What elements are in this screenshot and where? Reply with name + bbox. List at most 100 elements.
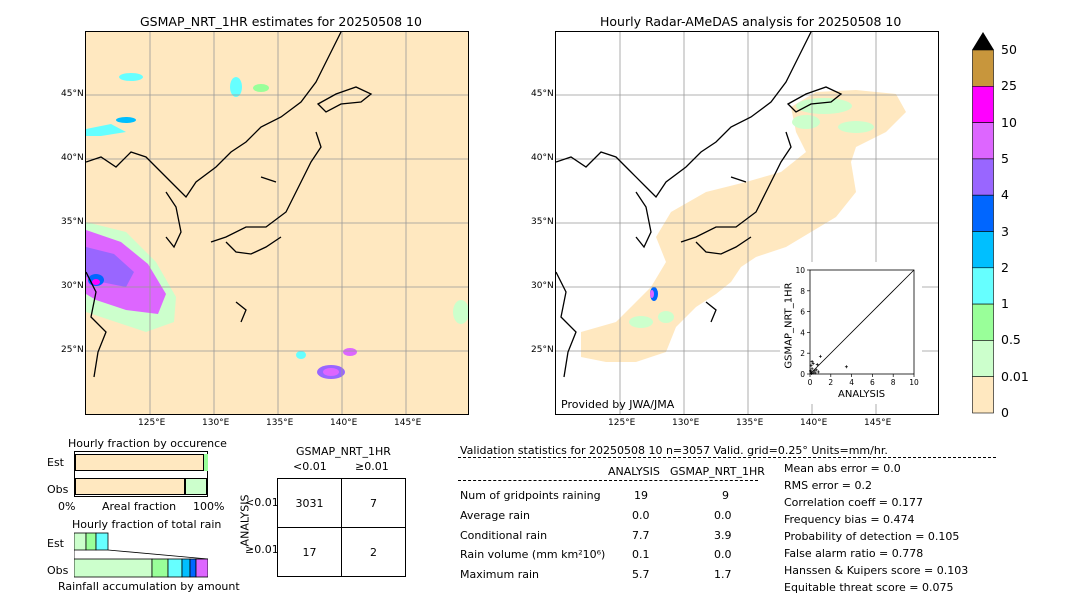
scatter-ytick-label: 0 (800, 370, 805, 379)
radar-green-4 (629, 316, 653, 328)
scatter-ytick-label: 6 (800, 308, 805, 317)
colorbar-segment (972, 340, 994, 377)
left-lon-label: 140°E (330, 418, 358, 428)
colorbar-label: 1 (1001, 296, 1009, 312)
validation-row-analysis: 5.7 (632, 568, 650, 581)
contingency-row1: <0.01 (245, 496, 279, 509)
radar-green-3 (792, 115, 820, 129)
score-line: Probability of detection = 0.105 (784, 530, 960, 543)
validation-row-label: Average rain (460, 509, 530, 522)
radar-coverage (581, 90, 906, 362)
contingency-table: 3031 7 17 2 (277, 478, 406, 577)
scatter-point (809, 369, 813, 373)
colorbar-label: 0.5 (1001, 332, 1021, 348)
scatter-xtick-label: 4 (849, 378, 854, 387)
scatter-ylabel: GSMAP_NRT_1HR (784, 281, 795, 371)
validation-header-rule (458, 457, 996, 458)
rain-north-2 (116, 117, 136, 123)
contingency-cell: 3031 (277, 478, 342, 528)
colorbar-segment (972, 376, 994, 414)
left-lon-label: 135°E (266, 418, 294, 428)
left-map-title: GSMAP_NRT_1HR estimates for 20250508 10 (140, 14, 422, 29)
colorbar-label: 10 (1001, 114, 1017, 130)
colorbar-label: 25 (1001, 78, 1017, 94)
occurrence-axis-left: 0% (58, 500, 76, 513)
occurrence-obs-green (185, 478, 207, 495)
scatter-point (811, 371, 815, 375)
left-map-canvas (86, 32, 468, 414)
validation-row-label: Rain volume (mm km²10⁶) (460, 548, 606, 561)
right-lon-label: 135°E (736, 418, 764, 428)
colorbar-label: 2 (1001, 259, 1009, 275)
score-line: False alarm ratio = 0.778 (784, 547, 924, 560)
occurrence-est-bar (75, 454, 205, 471)
score-line: Mean abs error = 0.0 (784, 462, 901, 475)
score-line: RMS error = 0.2 (784, 479, 872, 492)
right-lat-label: 40°N (531, 153, 554, 163)
rain-se-2 (323, 368, 339, 376)
radar-green-1 (796, 98, 852, 114)
total-rain-est-label: Est (47, 537, 64, 550)
scatter-point (810, 371, 814, 375)
right-map-canvas (556, 32, 938, 414)
validation-col-analysis: ANALYSIS (608, 465, 660, 478)
scatter-inset: 0 0 2 2 4 4 6 6 8 8 10 10 (780, 262, 922, 404)
scatter-xtick-label: 10 (909, 378, 919, 387)
occurrence-axis-mid: Areal fraction (102, 500, 177, 513)
left-lon-label: 125°E (138, 418, 166, 428)
right-lon-label: 140°E (800, 418, 828, 428)
left-lat-label: 30°N (61, 281, 84, 291)
rain-se-3 (343, 348, 357, 356)
total-rain-title: Hourly fraction of total rain (72, 518, 222, 531)
score-line: Frequency bias = 0.474 (784, 513, 915, 526)
occurrence-box (74, 451, 208, 497)
colorbar-segment (972, 231, 994, 269)
scatter-xtick-label: 2 (828, 378, 833, 387)
right-lat-label: 45°N (531, 89, 554, 99)
scatter-point (816, 370, 820, 374)
colorbar-label: 3 (1001, 223, 1009, 239)
radar-violet-1 (650, 290, 654, 298)
validation-row-label: Num of gridpoints raining (460, 489, 601, 502)
scatter-point (812, 369, 816, 373)
occurrence-title: Hourly fraction by occurence (68, 437, 227, 450)
radar-green-5 (658, 311, 674, 323)
left-lon-label: 130°E (202, 418, 230, 428)
rain-spot-magenta (92, 279, 100, 285)
validation-row-label: Maximum rain (460, 568, 539, 581)
scatter-point (814, 368, 818, 372)
right-map-title: Hourly Radar-AMeDAS analysis for 2025050… (600, 14, 902, 29)
validation-row-analysis: 7.7 (632, 529, 650, 542)
scatter-point (844, 365, 848, 369)
colorbar-segment (972, 267, 994, 305)
score-line: Equitable threat score = 0.075 (784, 581, 954, 594)
colorbar-segment (972, 49, 994, 87)
scatter-xtick-label: 0 (808, 378, 813, 387)
colorbar-segment (972, 158, 994, 196)
scatter-ylabel-text: GSMAP_NRT_1HR (783, 282, 795, 369)
colorbar (972, 32, 994, 414)
left-map-coastlines (86, 32, 373, 378)
validation-row-gsmap: 9 (722, 489, 729, 502)
colorbar-label: 50 (1001, 42, 1017, 57)
validation-row-analysis: 0.1 (632, 548, 650, 561)
total-rain-svg (73, 532, 209, 578)
contingency-title: GSMAP_NRT_1HR (296, 445, 391, 458)
validation-col-rule (458, 480, 758, 481)
right-lat-label: 30°N (531, 281, 554, 291)
validation-col-gsmap: GSMAP_NRT_1HR (670, 465, 765, 478)
validation-row-gsmap: 0.0 (714, 509, 732, 522)
total-rain-obs-label: Obs (47, 564, 69, 577)
right-map-coastlines (556, 32, 843, 378)
left-map-grid (86, 32, 468, 414)
occurrence-est-green (203, 454, 208, 471)
rain-north-1 (119, 73, 143, 81)
colorbar-segment (972, 85, 994, 123)
contingency-cell: 17 (277, 527, 342, 577)
total-rain-box (73, 531, 209, 579)
scatter-ytick-label: 10 (795, 266, 805, 275)
scatter-diagonal (809, 269, 915, 375)
right-lon-label: 130°E (672, 418, 700, 428)
scatter-ytick-label: 8 (800, 287, 805, 296)
validation-row-gsmap: 0.0 (714, 548, 732, 561)
